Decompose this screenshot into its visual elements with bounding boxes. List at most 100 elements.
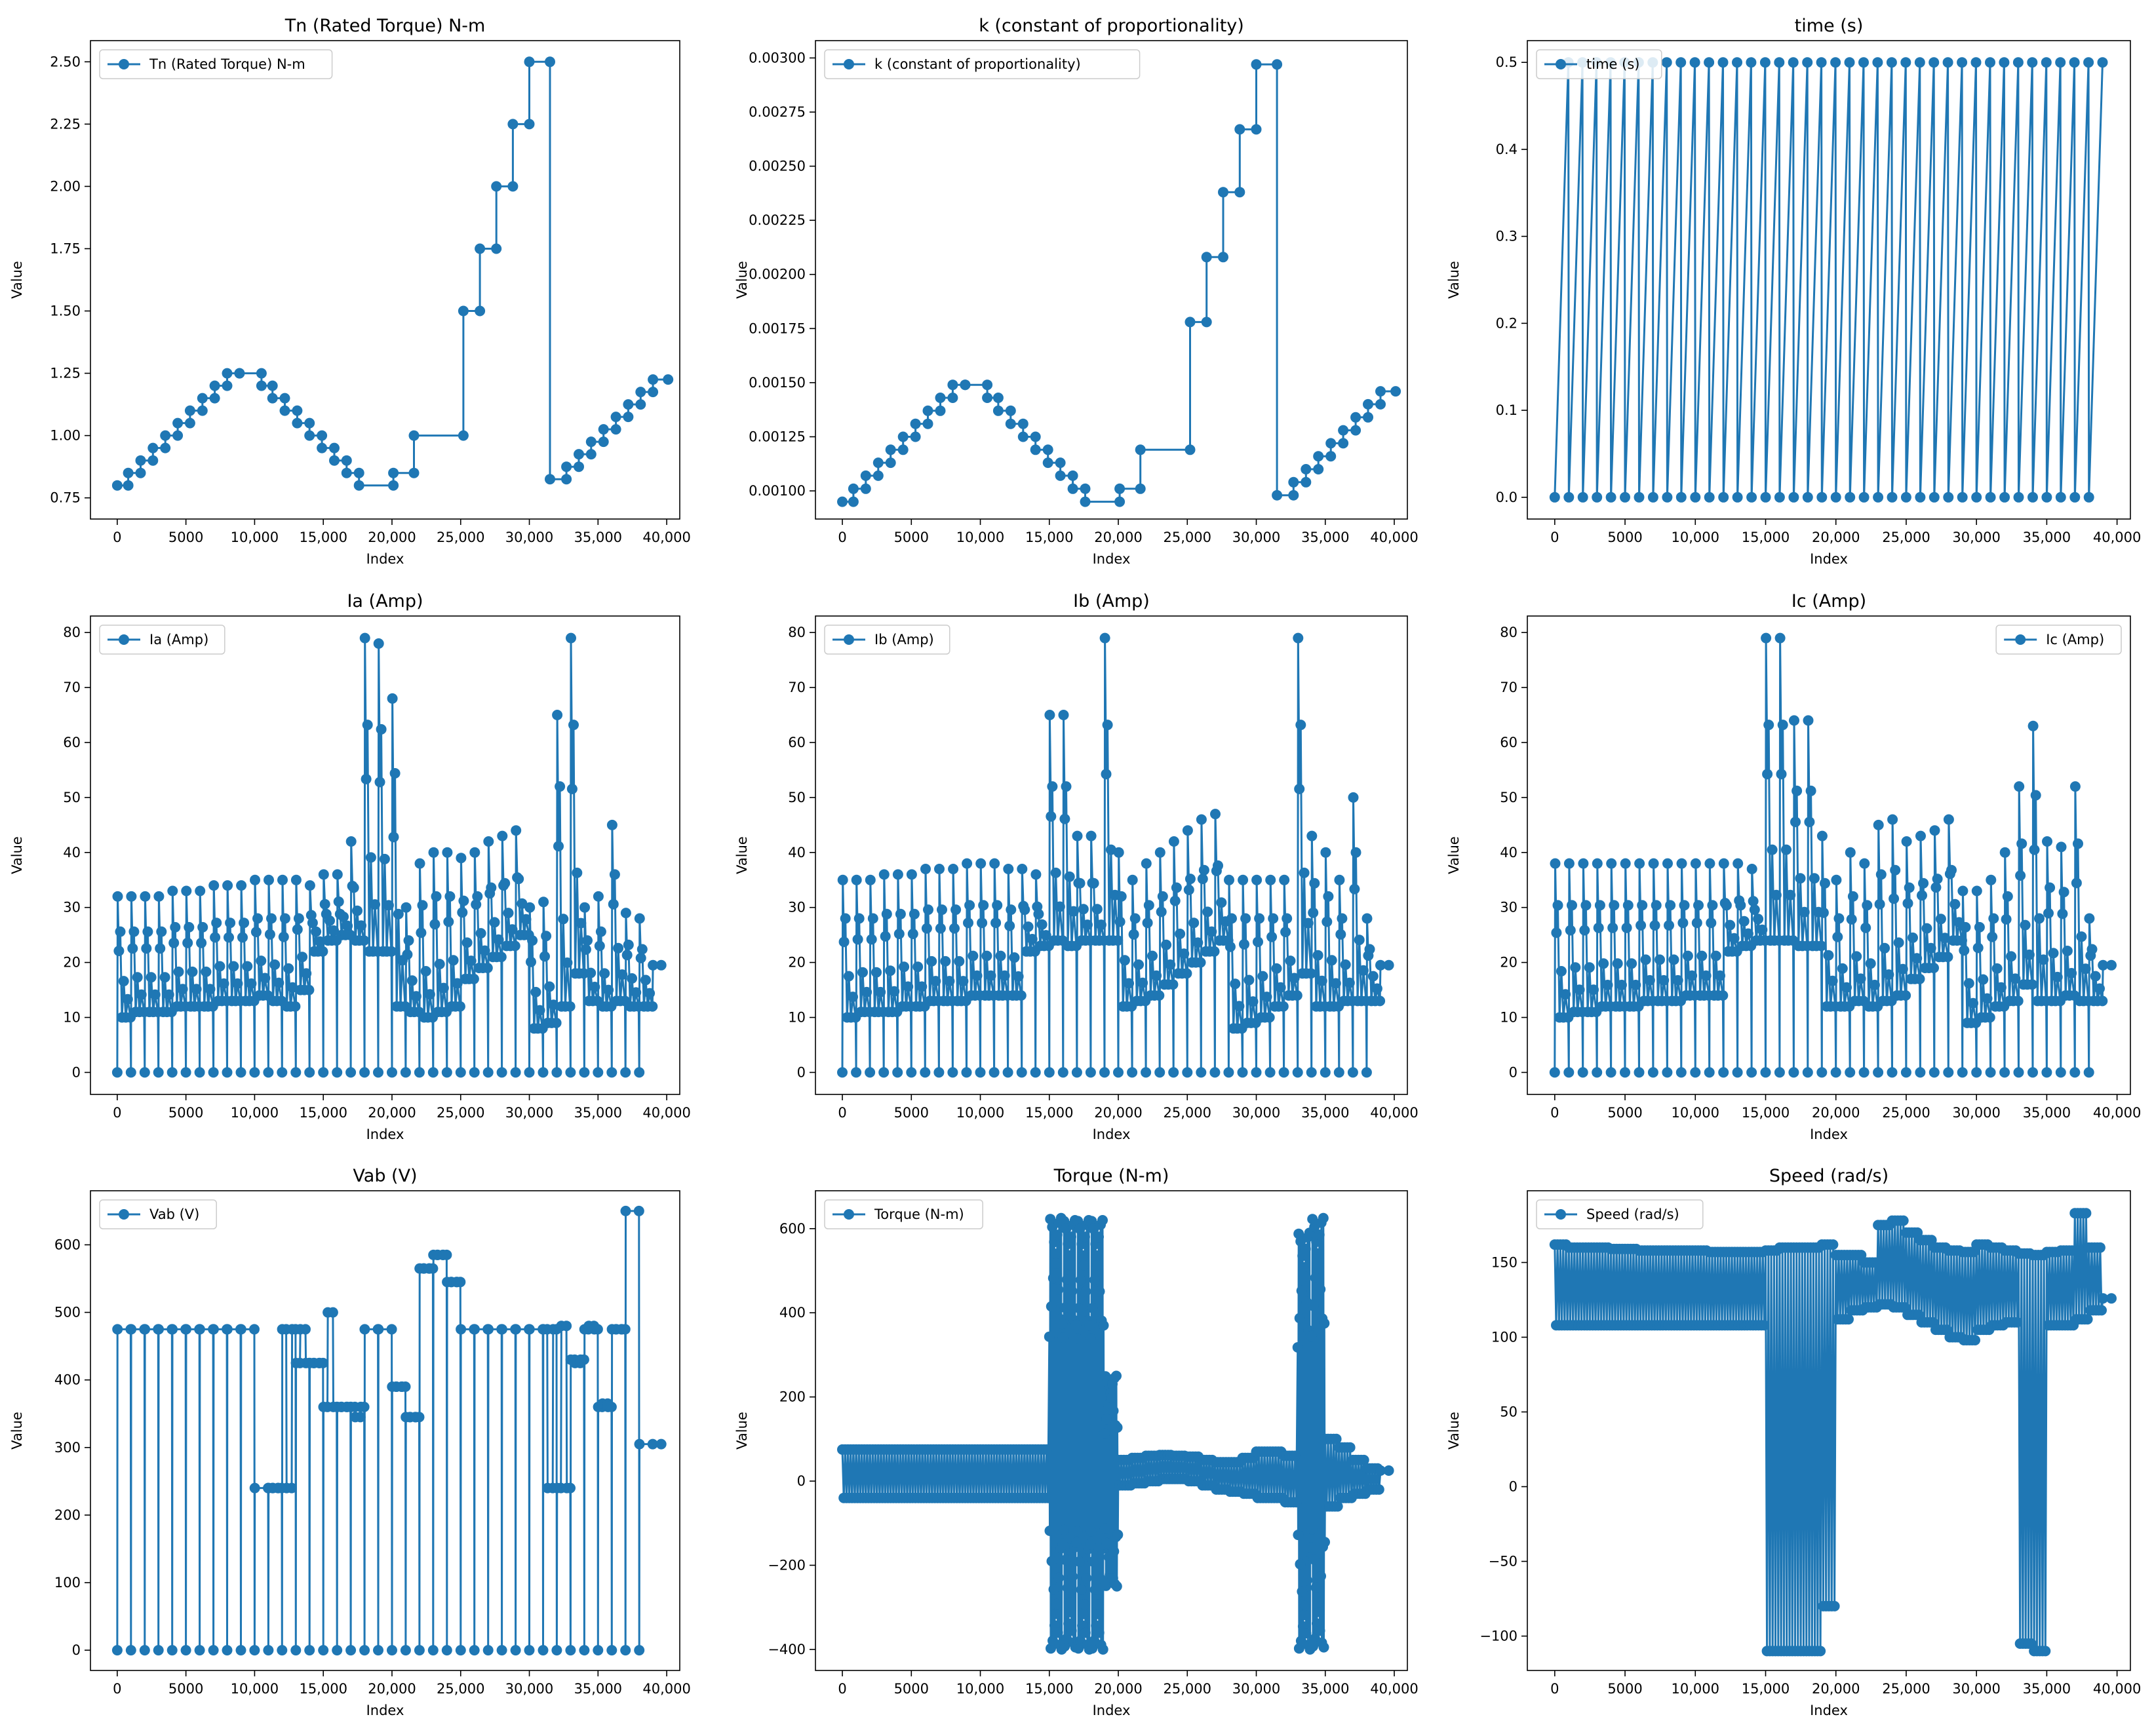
data-point <box>1648 858 1659 869</box>
data-point <box>1301 464 1312 474</box>
x-tick-label: 40,000 <box>1370 1105 1418 1121</box>
data-point <box>2048 948 2059 959</box>
y-tick-label: 0.4 <box>1496 142 1518 157</box>
data-point <box>1373 1484 1384 1495</box>
chart-title: k (constant of proportionality) <box>979 16 1244 36</box>
data-point <box>1055 457 1066 469</box>
data-point <box>2010 973 2021 984</box>
data-point <box>885 457 896 469</box>
data-point <box>885 444 896 455</box>
x-tick-label: 15,000 <box>1742 1681 1790 1697</box>
data-point <box>1030 869 1042 880</box>
data-point <box>930 976 941 987</box>
data-point <box>1198 864 1209 876</box>
data-point <box>1102 720 1113 731</box>
data-point <box>1294 1313 1305 1324</box>
data-point <box>1067 1286 1078 1297</box>
data-point <box>916 981 928 992</box>
data-point <box>1735 900 1746 911</box>
data-point <box>1156 906 1167 917</box>
data-point <box>1598 958 1609 969</box>
legend-box <box>824 625 950 655</box>
data-point <box>479 945 490 956</box>
data-point <box>1048 1584 1059 1595</box>
data-point <box>1294 783 1305 794</box>
data-point <box>235 1645 246 1656</box>
data-point <box>1053 1284 1064 1295</box>
data-point <box>1984 1012 1995 1023</box>
data-point <box>342 920 353 931</box>
data-point <box>1665 900 1676 911</box>
data-point <box>2062 946 2073 956</box>
y-tick-label: 0.00175 <box>749 320 806 336</box>
data-point <box>1151 970 1162 981</box>
data-point <box>541 931 552 942</box>
data-point <box>906 1067 917 1078</box>
data-point <box>2042 836 2052 847</box>
data-point <box>166 1645 178 1656</box>
data-point <box>838 936 850 948</box>
data-point <box>1299 867 1310 878</box>
series-group <box>111 1205 667 1656</box>
data-point <box>457 907 468 918</box>
data-point <box>123 480 134 491</box>
data-point <box>635 952 646 963</box>
data-point <box>420 966 431 976</box>
x-tick-label: 15,000 <box>1025 530 1073 545</box>
data-point <box>1774 632 1786 644</box>
data-point <box>1350 425 1361 436</box>
data-point <box>1803 715 1814 726</box>
data-point <box>166 1067 178 1078</box>
data-point <box>1129 913 1141 924</box>
data-point <box>472 891 483 902</box>
data-point <box>1759 1320 1770 1331</box>
x-tick-label: 10,000 <box>231 1105 279 1121</box>
data-point <box>1970 57 1982 68</box>
data-point <box>2027 492 2038 503</box>
data-point <box>992 393 1004 403</box>
data-point <box>493 934 504 945</box>
data-point <box>1142 917 1153 929</box>
data-point <box>534 1005 545 1016</box>
data-point <box>263 1067 274 1078</box>
data-point <box>1300 1243 1311 1254</box>
data-point <box>1030 444 1041 455</box>
data-point <box>1310 1582 1322 1593</box>
data-point <box>1700 970 1712 981</box>
data-point <box>1707 900 1718 911</box>
data-point <box>1316 975 1327 986</box>
data-point <box>149 989 161 1000</box>
x-tick-label: 35,000 <box>574 1681 622 1697</box>
data-point <box>2045 882 2056 893</box>
data-point <box>872 470 884 481</box>
data-point <box>1234 1001 1245 1012</box>
data-point <box>1354 935 1365 946</box>
data-point <box>1971 1067 1982 1078</box>
data-point <box>1306 1542 1316 1553</box>
data-point <box>388 832 399 843</box>
data-point <box>2043 908 2054 919</box>
data-point <box>236 880 247 891</box>
data-point <box>989 1067 1000 1078</box>
data-point <box>2041 1067 2052 1078</box>
data-point <box>510 1645 521 1656</box>
data-point <box>458 430 469 441</box>
data-point <box>277 1645 288 1656</box>
data-point <box>2020 919 2031 931</box>
x-tick-label: 30,000 <box>1952 1681 2000 1697</box>
data-point <box>304 1067 315 1078</box>
data-point <box>1338 425 1349 436</box>
data-point <box>1593 922 1604 933</box>
data-point <box>1053 1572 1065 1583</box>
data-point <box>483 836 494 847</box>
data-point <box>1064 1606 1075 1617</box>
data-point <box>1141 858 1152 869</box>
axes-frame <box>1527 1190 2131 1671</box>
data-point <box>1917 890 1927 901</box>
data-point <box>1870 1257 1881 1268</box>
data-point <box>194 1324 205 1335</box>
data-point <box>1005 418 1016 429</box>
data-point <box>2090 971 2101 982</box>
data-point <box>1030 431 1041 442</box>
